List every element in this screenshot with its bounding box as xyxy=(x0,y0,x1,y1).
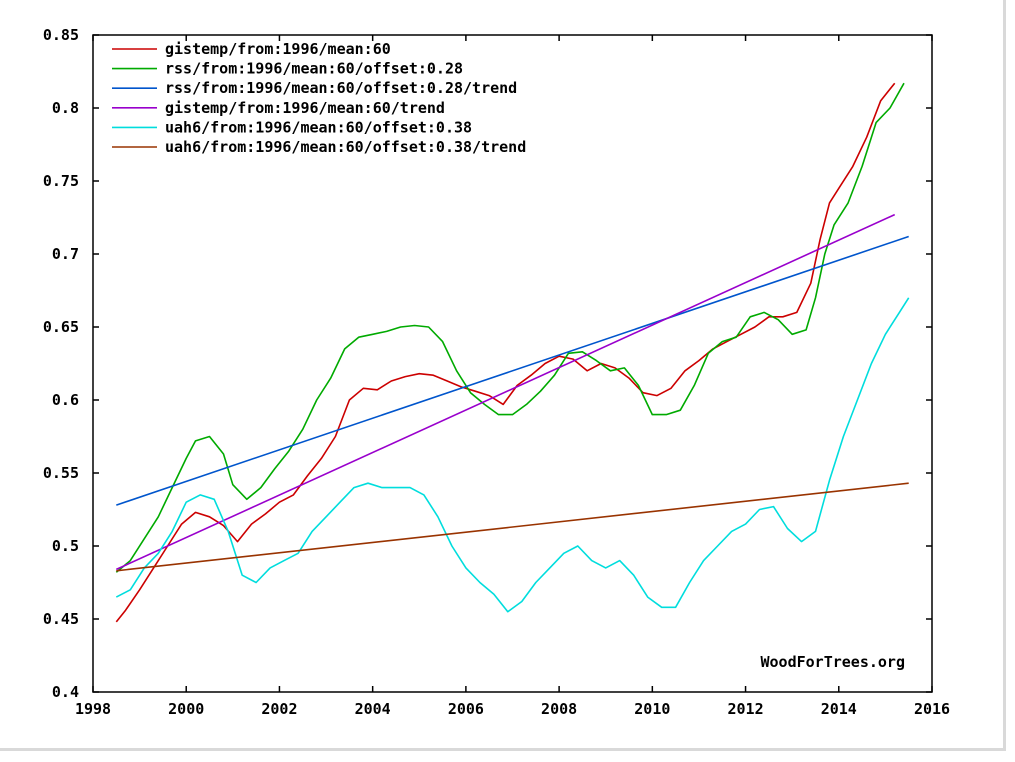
y-tick-label: 0.4 xyxy=(52,683,79,701)
x-tick-label: 1998 xyxy=(75,700,111,718)
legend-label: uah6/from:1996/mean:60/offset:0.38/trend xyxy=(165,138,526,156)
x-tick-label: 2008 xyxy=(541,700,577,718)
legend-label: rss/from:1996/mean:60/offset:0.28/trend xyxy=(165,79,517,97)
y-tick-label: 0.75 xyxy=(43,172,79,190)
y-tick-label: 0.85 xyxy=(43,26,79,44)
legend: gistemp/from:1996/mean:60 rss/from:1996/m… xyxy=(112,40,526,156)
y-tick-label: 0.65 xyxy=(43,318,79,336)
x-tick-label: 2006 xyxy=(448,700,484,718)
x-tick-label: 2016 xyxy=(914,700,950,718)
plot-area xyxy=(92,34,933,693)
x-tick-label: 2012 xyxy=(727,700,763,718)
series-line-4 xyxy=(115,297,910,613)
axis-ticks: 1998 2000 2002 2004 2006 2008 2010 2012 2014 2016… xyxy=(43,26,950,718)
series-line-5 xyxy=(116,482,909,572)
y-tick-label: 0.55 xyxy=(43,464,79,482)
x-tick-label: 2004 xyxy=(355,700,391,718)
watermark: WoodForTrees.org xyxy=(761,653,906,671)
legend-label: gistemp/from:1996/mean:60/trend xyxy=(165,99,445,117)
y-tick-label: 0.5 xyxy=(52,537,79,555)
legend-label: rss/from:1996/mean:60/offset:0.28 xyxy=(165,60,463,78)
chart-frame: 1998 2000 2002 2004 2006 2008 2010 2012 2014 2016… xyxy=(0,0,1006,751)
series-line-1 xyxy=(115,82,905,573)
series-line-2 xyxy=(116,235,909,506)
legend-label: gistemp/from:1996/mean:60 xyxy=(165,40,391,58)
x-tick-label: 2014 xyxy=(821,700,857,718)
x-tick-label: 2000 xyxy=(168,700,204,718)
legend-label: uah6/from:1996/mean:60/offset:0.38 xyxy=(165,118,472,136)
series-line-0 xyxy=(115,82,896,623)
series-line-3 xyxy=(115,213,896,571)
y-tick-label: 0.45 xyxy=(43,610,79,628)
y-tick-label: 0.6 xyxy=(52,391,79,409)
y-tick-label: 0.8 xyxy=(52,99,79,117)
line-chart: 1998 2000 2002 2004 2006 2008 2010 2012 2014 2016… xyxy=(43,26,950,718)
x-tick-label: 2010 xyxy=(634,700,670,718)
y-tick-label: 0.7 xyxy=(52,245,79,263)
x-tick-label: 2002 xyxy=(261,700,297,718)
series-lines xyxy=(115,82,910,623)
